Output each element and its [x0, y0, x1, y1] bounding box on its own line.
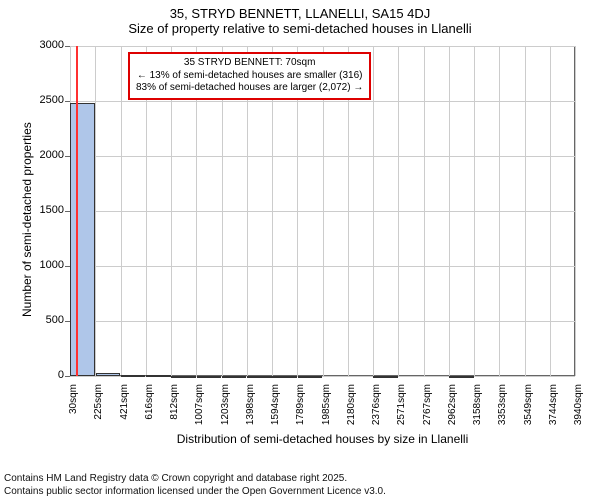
gridline: [398, 46, 399, 376]
ytick-mark: [65, 376, 70, 377]
ytick-label: 0: [24, 369, 64, 381]
gridline: [121, 46, 122, 376]
x-axis-label: Distribution of semi-detached houses by …: [70, 432, 575, 446]
footer-line-2: Contains public sector information licen…: [4, 486, 386, 497]
annotation-line1: 35 STRYD BENNETT: 70sqm: [136, 57, 363, 70]
gridline: [575, 46, 576, 376]
bar: [222, 376, 246, 378]
gridline: [499, 46, 500, 376]
footer-line-1: Contains HM Land Registry data © Crown c…: [4, 473, 347, 484]
chart-stage: 05001000150020002500300030sqm225sqm421sq…: [0, 0, 600, 500]
gridline: [424, 46, 425, 376]
gridline: [525, 46, 526, 376]
bar: [298, 376, 322, 378]
gridline: [373, 46, 374, 376]
gridline: [95, 46, 96, 376]
bar: [247, 376, 271, 378]
ytick-label: 3000: [24, 39, 64, 51]
annotation-line3: 83% of semi-detached houses are larger (…: [136, 82, 363, 95]
bar: [171, 376, 195, 378]
bar: [373, 376, 397, 378]
ytick-label: 2500: [24, 94, 64, 106]
bar: [96, 373, 120, 376]
bar: [146, 375, 170, 377]
gridline: [474, 46, 475, 376]
highlight-line: [76, 46, 78, 376]
bar: [449, 376, 473, 378]
chart-container: 35, STRYD BENNETT, LLANELLI, SA15 4DJ Si…: [0, 0, 600, 500]
bar: [121, 375, 145, 377]
bar: [197, 376, 221, 378]
y-axis-label: Number of semi-detached properties: [20, 122, 34, 317]
annotation-box: 35 STRYD BENNETT: 70sqm← 13% of semi-det…: [128, 52, 371, 100]
gridline: [550, 46, 551, 376]
annotation-line2: ← 13% of semi-detached houses are smalle…: [136, 70, 363, 83]
gridline: [449, 46, 450, 376]
bar: [70, 103, 94, 376]
bar: [272, 376, 296, 378]
